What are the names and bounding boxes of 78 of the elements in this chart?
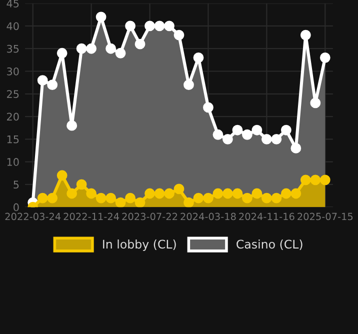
point xyxy=(232,188,243,199)
point xyxy=(115,48,126,58)
point xyxy=(164,20,174,32)
point xyxy=(86,43,97,54)
point xyxy=(184,197,194,208)
point xyxy=(134,197,146,208)
point xyxy=(76,43,87,54)
point xyxy=(66,120,78,131)
point xyxy=(290,188,302,199)
point xyxy=(212,188,224,199)
point xyxy=(115,197,126,208)
point xyxy=(280,124,292,136)
point xyxy=(125,20,136,32)
point xyxy=(184,80,194,90)
point xyxy=(193,192,204,204)
point xyxy=(144,20,155,32)
point xyxy=(96,192,106,204)
point xyxy=(56,48,68,58)
point xyxy=(125,192,136,204)
y-tick-label: 25 xyxy=(7,90,19,98)
point xyxy=(203,102,214,113)
point xyxy=(271,134,282,144)
x-tick-label: 2024-03-18 xyxy=(180,212,236,220)
point xyxy=(174,184,184,194)
point xyxy=(300,174,311,186)
point xyxy=(203,192,214,204)
point xyxy=(47,80,58,90)
y-tick-label: 0 xyxy=(14,203,19,212)
y-tick-label: 15 xyxy=(7,136,19,144)
point xyxy=(154,20,165,32)
point xyxy=(154,188,165,199)
y-tick-label: 35 xyxy=(7,44,19,53)
y-tick-label: 45 xyxy=(6,0,19,8)
point xyxy=(232,124,243,136)
point xyxy=(106,192,116,204)
point xyxy=(86,188,97,199)
point xyxy=(300,30,311,40)
x-tick-label: 2022-03-24 xyxy=(5,212,61,220)
point xyxy=(96,12,106,22)
point xyxy=(320,52,330,63)
point xyxy=(66,188,78,199)
y-tick-label: 40 xyxy=(6,22,19,30)
y-tick-label: 10 xyxy=(7,158,19,166)
point xyxy=(134,38,146,50)
point xyxy=(222,188,233,199)
point xyxy=(242,129,252,140)
point xyxy=(310,98,321,108)
point xyxy=(222,134,233,144)
point xyxy=(106,43,116,54)
point xyxy=(242,192,252,204)
point xyxy=(37,75,48,86)
point xyxy=(193,52,204,63)
point xyxy=(212,129,224,140)
x-tick-label: 2025-07-15 xyxy=(298,212,353,220)
point xyxy=(144,188,155,199)
point xyxy=(37,192,48,204)
x-tick-label: 2024-11-16 xyxy=(239,212,294,220)
point xyxy=(310,174,321,186)
point xyxy=(56,170,68,181)
point xyxy=(164,188,174,199)
x-tick-label: 2023-07-22 xyxy=(122,212,178,220)
legend-label: Casino (CL) xyxy=(236,239,302,250)
point xyxy=(252,124,262,136)
point xyxy=(320,174,330,186)
point xyxy=(76,179,87,190)
point xyxy=(47,192,58,204)
point xyxy=(261,134,272,144)
legend-label: In lobby (CL) xyxy=(103,239,176,251)
x-tick-label: 2022-11-24 xyxy=(64,212,120,220)
point xyxy=(271,192,282,204)
y-tick-label: 20 xyxy=(7,112,19,121)
point xyxy=(174,30,184,40)
point xyxy=(280,188,292,199)
y-tick-label: 30 xyxy=(7,67,19,76)
y-tick-label: 5 xyxy=(14,180,19,189)
point xyxy=(290,143,302,154)
point xyxy=(252,188,262,199)
point xyxy=(261,192,272,204)
